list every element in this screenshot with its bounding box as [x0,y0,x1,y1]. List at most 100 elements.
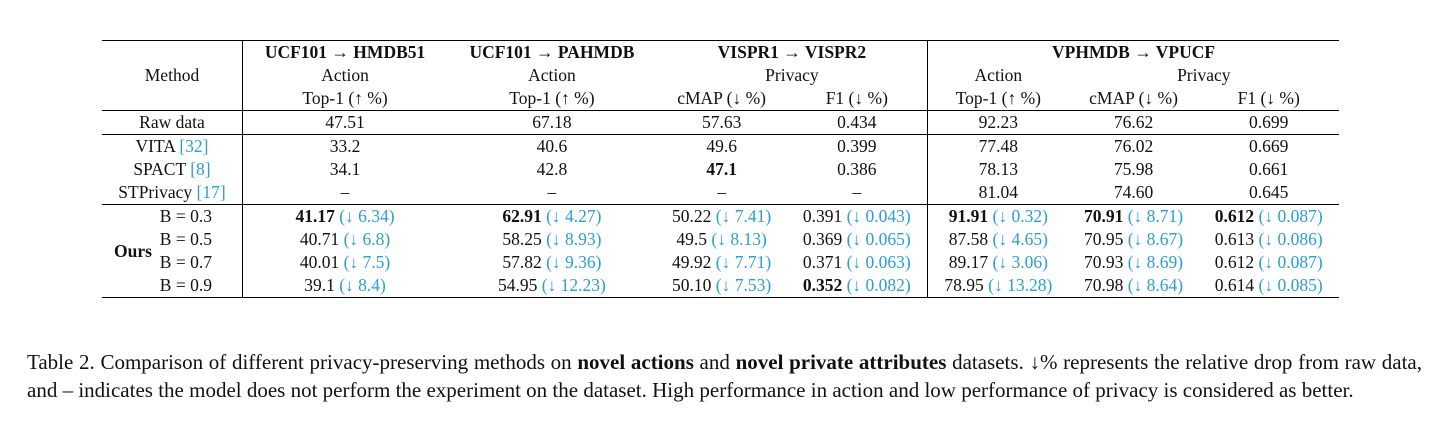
ours-method-cell: B = 0.7 [102,251,243,274]
relative-drop: (↓ 0.087) [1258,206,1323,226]
method-header-cell [102,40,243,64]
value-cell: 57.63 [656,110,787,135]
value-cell: 78.13 [978,159,1019,179]
relative-drop: (↓ 8.13) [711,229,767,249]
relative-drop: (↓ 4.27) [546,206,602,226]
score-value: 0.352 [802,275,843,295]
value-cell: 70.98 (↓ 8.64) [1068,274,1199,298]
score-value: 50.10 [672,275,712,295]
method-cell: SPACT [8] [102,158,243,181]
method-cell: Raw data [102,110,243,135]
value-cell: 34.1 [329,159,361,179]
value-cell: 74.60 [1113,182,1154,202]
value-cell: 75.98 [1113,159,1154,179]
value-cell: 0.612 (↓ 0.087) [1198,204,1339,228]
score-value: 40.01 [299,252,340,272]
value-cell: 62.91 (↓ 4.27) [447,204,657,228]
b-value: B = 0.9 [159,275,212,295]
relative-drop: (↓ 3.06) [992,252,1048,272]
value-cell: 70.91 (↓ 8.71) [1068,204,1199,228]
score-value: 57.82 [502,252,542,272]
value-cell: 0.699 [1198,110,1339,135]
baseline-rows: Raw data 47.51 67.18 57.63 0.434 92.23 76.62 0.… [102,110,1339,205]
relative-drop: (↓ 0.065) [846,229,911,249]
score-value: 0.613 [1214,229,1255,249]
relative-drop: (↓ 8.67) [1127,229,1184,249]
score-value: 49.5 [676,229,708,249]
value-cell: 0.369 (↓ 0.065) [786,228,929,251]
method-name: SPACT [133,159,191,179]
score-value: 70.98 [1083,275,1124,295]
table-row: B = 0.3 41.17 (↓ 6.34) 62.91 (↓ 4.27) 50.22… [102,204,1339,228]
value-cell: 42.8 [536,159,568,179]
score-value: 40.71 [299,229,340,249]
value-cell: – [340,182,350,202]
relative-drop: (↓ 8.69) [1127,252,1184,272]
metric-f1-1: F1 (↓ %) [786,87,929,111]
value-cell: 49.92 (↓ 7.71) [657,251,787,274]
table-row: STPrivacy [17] – – – – 81.04 74.60 0.645 [102,181,1339,205]
score-value: 0.612 [1214,206,1255,226]
comparison-table: UCF101 → HMDB51 UCF101 → PAHMDB VISPR1 →… [102,40,1339,298]
table-row: Raw data 47.51 67.18 57.63 0.434 92.23 76.62 0.… [102,110,1339,135]
value-cell: 0.371 (↓ 0.063) [786,251,929,274]
task-privacy-2: Privacy [1177,65,1231,85]
metric-cmap-2: cMAP (↓ %) [1089,88,1178,108]
b-value: B = 0.3 [159,206,212,226]
citation-link[interactable]: [17] [196,182,226,202]
b-value: B = 0.7 [159,252,212,272]
relative-drop: (↓ 0.043) [846,206,911,226]
relative-drop: (↓ 0.085) [1258,275,1323,295]
score-value: 70.95 [1083,229,1124,249]
value-cell: 0.612 (↓ 0.087) [1198,251,1339,274]
relative-drop: (↓ 9.36) [546,252,602,272]
value-cell: 0.352 (↓ 0.082) [786,274,929,298]
value-cell: 0.391 (↓ 0.043) [786,204,929,228]
score-value: 0.614 [1214,275,1255,295]
score-value: 0.371 [802,252,843,272]
task-action-3: Action [974,65,1023,85]
value-cell: 77.48 [927,134,1069,158]
metric-top1-3: Top-1 (↑ %) [955,88,1041,108]
ours-rows: B = 0.3 41.17 (↓ 6.34) 62.91 (↓ 4.27) 50.22… [102,204,1339,298]
metric-cmap-1: cMAP (↓ %) [677,88,767,108]
score-value: 39.1 [304,275,335,295]
value-cell: 40.71 (↓ 6.8) [242,228,447,251]
table-row: SPACT [8] 34.1 42.8 47.1 0.386 78.13 75.98 0.66… [102,158,1339,181]
value-cell: 57.82 (↓ 9.36) [447,251,657,274]
score-value: 78.95 [944,275,984,295]
relative-drop: (↓ 8.4) [339,275,386,295]
dataset-header-ucf-hmdb: UCF101 → HMDB51 [242,40,448,64]
relative-drop: (↓ 0.087) [1258,252,1323,272]
score-value: 89.17 [948,252,989,272]
relative-drop: (↓ 7.53) [715,275,772,295]
value-cell: 33.2 [242,134,448,158]
table-caption: Table 2. Comparison of different privacy… [27,350,1422,402]
b-value: B = 0.5 [159,229,212,249]
score-value: 41.17 [295,206,335,226]
relative-drop: (↓ 7.5) [343,252,391,272]
relative-drop: (↓ 13.28) [988,275,1053,295]
score-value: 58.25 [502,229,542,249]
value-cell: 54.95 (↓ 12.23) [447,274,657,298]
value-cell: 67.18 [447,110,657,135]
task-privacy-1: Privacy [656,64,929,87]
value-cell: – [547,182,557,202]
header-row-metrics: Top-1 (↑ %) Top-1 (↑ %) cMAP (↓ %) F1 (↓… [102,87,1339,111]
citation-link[interactable]: [32] [179,136,209,156]
score-value: 49.92 [672,252,712,272]
table-row: B = 0.7 40.01 (↓ 7.5) 57.82 (↓ 9.36) 49.92 … [102,251,1339,274]
score-value: 62.91 [502,206,542,226]
metric-f1-2: F1 (↓ %) [1237,88,1300,108]
relative-drop: (↓ 0.063) [846,252,911,272]
score-value: 0.369 [802,229,843,249]
table-row: B = 0.9 39.1 (↓ 8.4) 54.95 (↓ 12.23) 50.10 … [102,274,1339,298]
citation-link[interactable]: [8] [190,159,211,179]
score-value: 50.22 [672,206,712,226]
value-cell: 49.5 (↓ 8.13) [657,228,787,251]
relative-drop: (↓ 6.8) [343,229,391,249]
value-cell: 40.6 [447,134,657,158]
metric-top1-1: Top-1 (↑ %) [302,88,388,108]
method-cell: VITA [32] [102,134,243,158]
ours-label: Ours [114,241,152,261]
